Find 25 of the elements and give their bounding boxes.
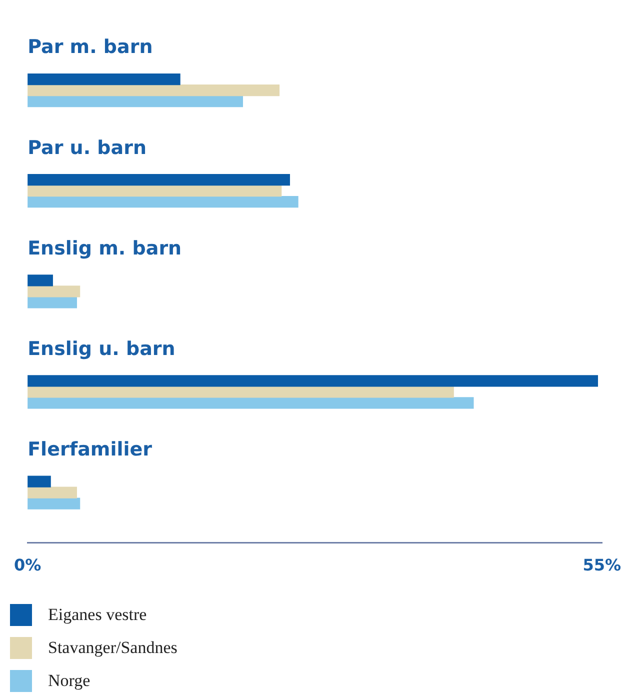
- y-tick-label: Par u. barn: [28, 136, 146, 159]
- bar: [28, 296, 77, 308]
- bar: [28, 274, 53, 286]
- y-tick-label: Flerfamilier: [28, 438, 153, 460]
- bar: [28, 375, 598, 387]
- legend-label: Eiganes vestre: [48, 604, 147, 624]
- legend-label: Stavanger/Sandnes: [48, 638, 178, 658]
- x-tick-label: 0%: [14, 556, 42, 575]
- bar: [28, 498, 80, 510]
- bar: [28, 196, 298, 208]
- bar: [28, 397, 474, 409]
- y-tick-label: Enslig u. barn: [28, 338, 176, 360]
- y-tick-label: Par m. barn: [28, 36, 153, 58]
- bar: [28, 476, 51, 488]
- bar: [28, 286, 80, 298]
- legend-label: Norge: [48, 670, 90, 690]
- bar: [28, 486, 77, 498]
- bar: [28, 95, 243, 108]
- bar: [28, 185, 282, 197]
- bar: [28, 84, 280, 96]
- bar: [28, 73, 180, 86]
- bar: [28, 174, 290, 186]
- bar: [28, 386, 454, 398]
- y-tick-label: Enslig m. barn: [28, 237, 182, 260]
- x-tick-label: 55%: [582, 556, 621, 575]
